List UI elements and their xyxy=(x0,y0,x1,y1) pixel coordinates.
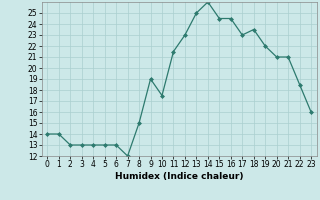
X-axis label: Humidex (Indice chaleur): Humidex (Indice chaleur) xyxy=(115,172,244,181)
